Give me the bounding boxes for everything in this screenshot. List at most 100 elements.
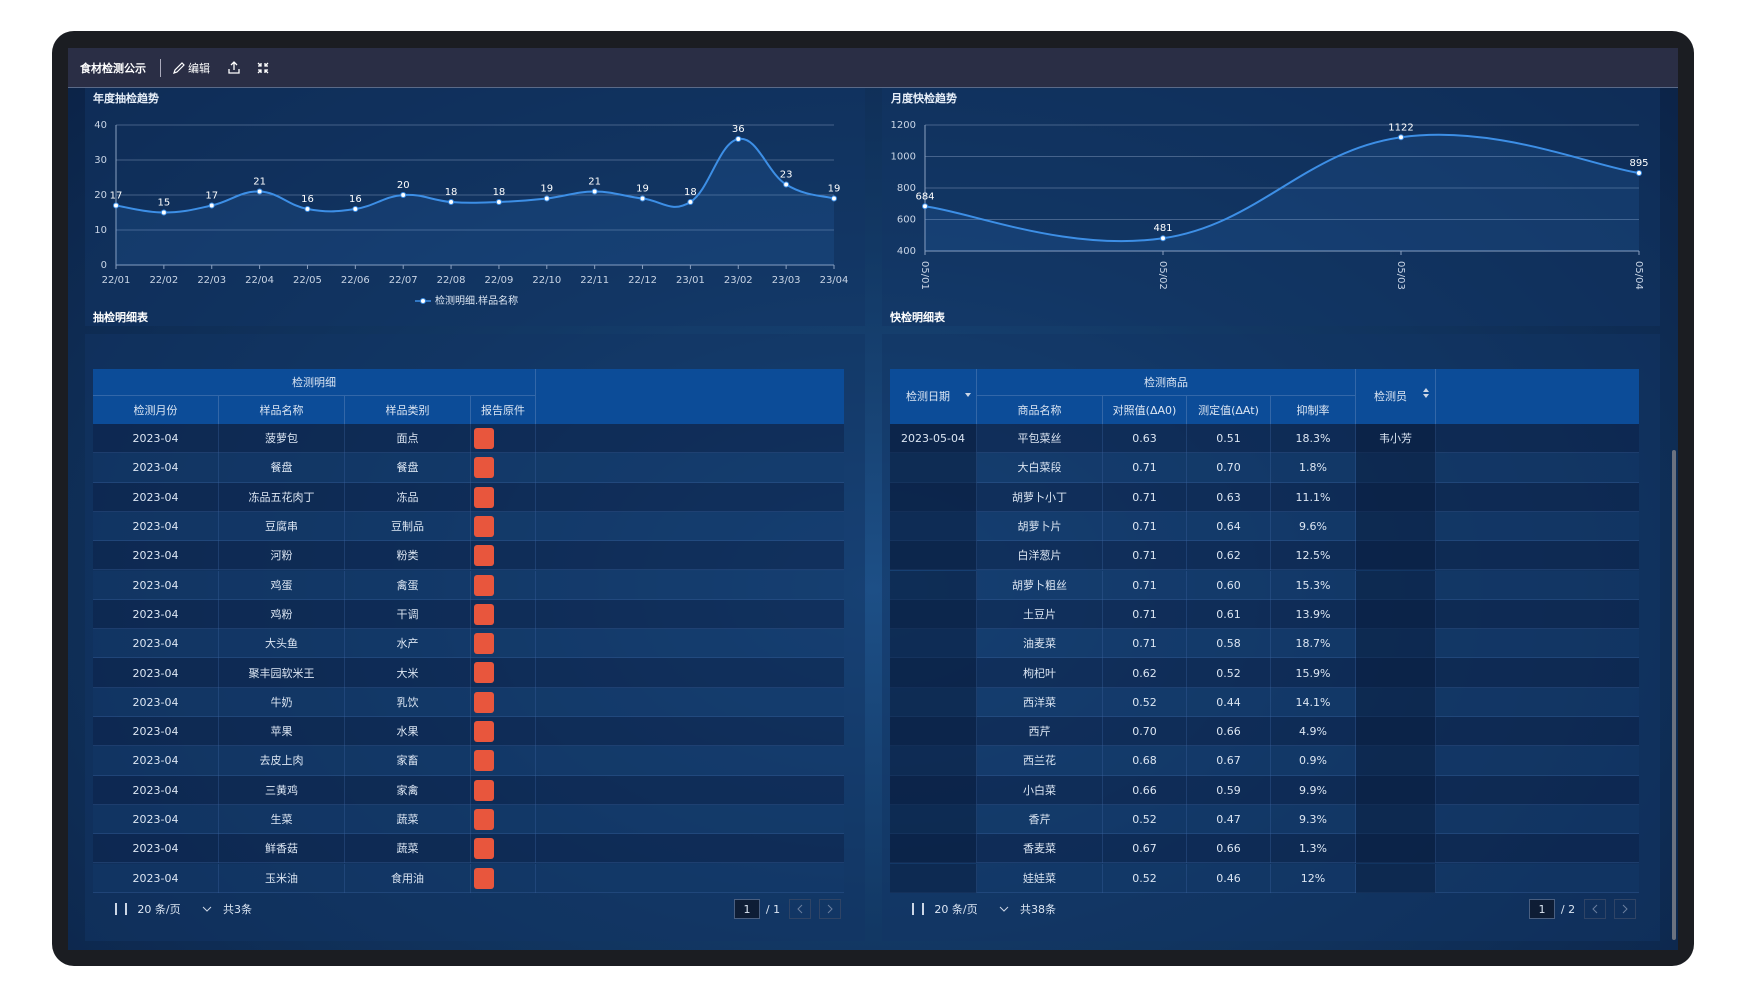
- row: [93, 511, 844, 542]
- cell: 菠萝包: [219, 424, 345, 454]
- pdf-icon[interactable]: [474, 721, 494, 742]
- cell: 大白菜段: [977, 453, 1103, 483]
- cell: 2023-04: [93, 804, 219, 835]
- cell: 乳饮: [345, 687, 471, 717]
- cell: [1356, 482, 1436, 512]
- cell: 0.52: [1103, 804, 1187, 835]
- pdf-icon[interactable]: [474, 515, 494, 537]
- column-header[interactable]: 检测员: [1356, 369, 1436, 424]
- cell-border: [471, 863, 536, 893]
- row: [93, 453, 844, 483]
- cell: 2023-04: [93, 658, 219, 688]
- cell: [890, 863, 977, 893]
- arrow: [797, 904, 803, 914]
- pdf-icon[interactable]: [474, 867, 494, 889]
- page-title: 食材检测公示: [80, 61, 146, 75]
- page-size-select[interactable]: 20 条/页: [934, 902, 978, 916]
- edit-button[interactable]: 编辑: [188, 61, 210, 75]
- column-header: 对照值(ΔA0): [1103, 396, 1187, 424]
- prev-page[interactable]: [789, 899, 811, 919]
- cell-border: [471, 717, 536, 747]
- cell: 0.70: [1187, 453, 1271, 483]
- cell: 油麦菜: [977, 629, 1103, 659]
- cell: 0.52: [1103, 687, 1187, 717]
- sort-icon[interactable]: [1422, 387, 1430, 399]
- cell: 小白菜: [977, 775, 1103, 805]
- fullscreen-icon[interactable]: [255, 60, 271, 76]
- cell: 三黄鸡: [219, 775, 345, 805]
- table-panel: [882, 334, 1660, 941]
- arrow: [1592, 904, 1598, 914]
- row: [890, 717, 1639, 747]
- sort-icon[interactable]: [964, 390, 972, 400]
- page-size-icon: [115, 903, 127, 915]
- row: [93, 775, 844, 805]
- pdf-icon[interactable]: [474, 457, 494, 479]
- pdf-icon[interactable]: [474, 574, 494, 596]
- cell: 水果: [345, 717, 471, 747]
- pdf-icon[interactable]: [474, 486, 494, 508]
- cell: 1.3%: [1271, 834, 1356, 864]
- column-header: 商品名称: [977, 396, 1103, 424]
- next-page[interactable]: [1614, 899, 1636, 919]
- pdf-icon[interactable]: [474, 750, 494, 772]
- pdf-icon[interactable]: [474, 838, 494, 860]
- cell: 香芹: [977, 804, 1103, 835]
- cell: [1356, 834, 1436, 864]
- pdf-icon[interactable]: [474, 662, 494, 684]
- page-size-select[interactable]: 20 条/页: [137, 902, 181, 916]
- column-header[interactable]: 检测日期: [890, 369, 977, 424]
- cell: 鸡粉: [219, 599, 345, 630]
- cell: 0.71: [1103, 541, 1187, 571]
- page-input[interactable]: 1: [1529, 899, 1555, 919]
- cell: 2023-04: [93, 511, 219, 542]
- cell: 0.71: [1103, 511, 1187, 542]
- row: [93, 629, 844, 659]
- pdf-icon[interactable]: [474, 428, 494, 449]
- cell-border: [471, 541, 536, 571]
- cell: 2023-04: [93, 482, 219, 512]
- cell: 苹果: [219, 717, 345, 747]
- cell: [1356, 746, 1436, 776]
- pdf-icon[interactable]: [474, 545, 494, 567]
- next-page[interactable]: [819, 899, 841, 919]
- cell: 0.67: [1103, 834, 1187, 864]
- cell: 1.8%: [1271, 453, 1356, 483]
- cell: [1356, 804, 1436, 835]
- separator: [160, 59, 161, 77]
- cell-border: [471, 775, 536, 805]
- top-bar: 食材检测公示 编辑: [68, 48, 1678, 88]
- cell: [890, 658, 977, 688]
- pdf-icon[interactable]: [474, 633, 494, 655]
- cell: 枸杞叶: [977, 658, 1103, 688]
- column-header: 样品名称: [219, 396, 345, 424]
- pdf-icon[interactable]: [474, 603, 494, 625]
- edit-icon[interactable]: [172, 61, 186, 75]
- row: [93, 717, 844, 747]
- row: [93, 570, 844, 600]
- pdf-icon[interactable]: [474, 779, 494, 801]
- cell: 2023-04: [93, 775, 219, 805]
- share-icon[interactable]: [226, 60, 242, 76]
- cell: 餐盘: [345, 453, 471, 483]
- cell: 大米: [345, 658, 471, 688]
- row: [890, 570, 1639, 600]
- table-title: 抽检明细表: [93, 310, 148, 324]
- cell: [1356, 570, 1436, 600]
- pdf-icon[interactable]: [474, 691, 494, 713]
- cell: 0.67: [1187, 746, 1271, 776]
- cell: 0.71: [1103, 453, 1187, 483]
- cell: 香麦菜: [977, 834, 1103, 864]
- prev-page[interactable]: [1584, 899, 1606, 919]
- dropdown-chevron[interactable]: [201, 901, 213, 917]
- cell: 0.62: [1187, 541, 1271, 571]
- cell: 2023-05-04: [890, 424, 977, 454]
- dropdown-chevron[interactable]: [998, 901, 1010, 917]
- cell: 蔬菜: [345, 834, 471, 864]
- scrollbar[interactable]: [1672, 450, 1676, 940]
- page-input[interactable]: 1: [734, 899, 760, 919]
- cell: 0.66: [1187, 717, 1271, 747]
- pdf-icon[interactable]: [474, 808, 494, 830]
- cell: 9.6%: [1271, 511, 1356, 542]
